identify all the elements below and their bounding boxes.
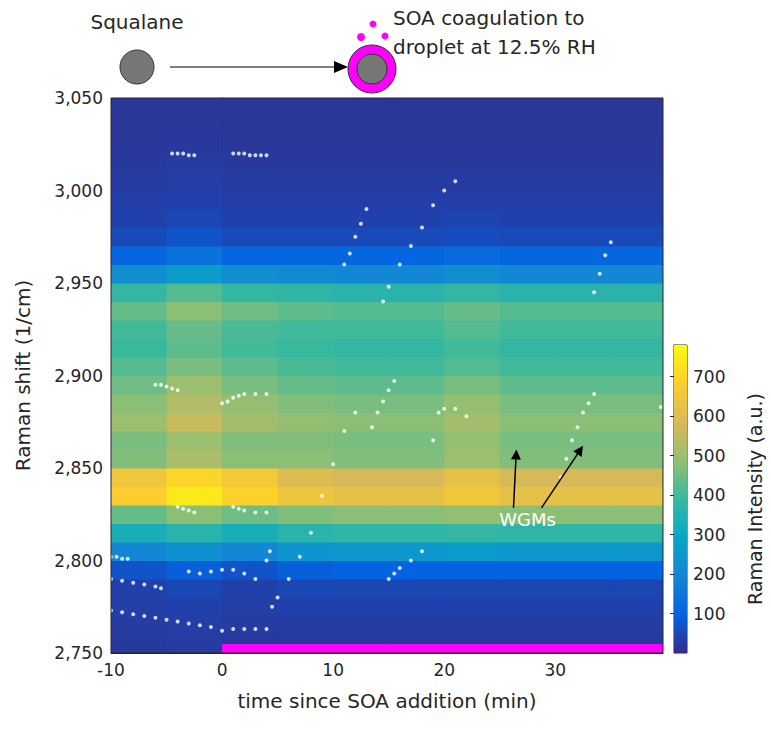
svg-text:400: 400 (693, 485, 725, 505)
svg-text:time since SOA addition (min): time since SOA addition (min) (237, 689, 536, 713)
svg-text:500: 500 (693, 446, 725, 466)
svg-text:2,800: 2,800 (54, 551, 103, 571)
svg-text:3,000: 3,000 (54, 181, 103, 201)
svg-text:30: 30 (544, 660, 566, 680)
svg-text:300: 300 (693, 525, 725, 545)
svg-text:20: 20 (433, 660, 455, 680)
svg-text:600: 600 (693, 406, 725, 426)
svg-text:2,750: 2,750 (54, 643, 103, 663)
svg-text:2,950: 2,950 (54, 273, 103, 293)
svg-text:3,050: 3,050 (54, 88, 103, 108)
svg-text:2,850: 2,850 (54, 458, 103, 478)
svg-text:700: 700 (693, 367, 725, 387)
svg-text:10: 10 (322, 660, 344, 680)
svg-text:WGMs: WGMs (499, 509, 556, 530)
svg-text:-10: -10 (97, 660, 125, 680)
svg-text:Squalane: Squalane (90, 10, 183, 34)
svg-text:100: 100 (693, 604, 725, 624)
svg-text:0: 0 (217, 660, 228, 680)
svg-text:Raman shift (1/cm): Raman shift (1/cm) (11, 280, 35, 472)
svg-text:droplet at 12.5% RH: droplet at 12.5% RH (393, 35, 596, 59)
svg-text:2,900: 2,900 (54, 366, 103, 386)
svg-text:200: 200 (693, 564, 725, 584)
svg-text:SOA coagulation to: SOA coagulation to (393, 6, 585, 30)
svg-text:Raman Intensity (a.u.): Raman Intensity (a.u.) (744, 393, 766, 605)
